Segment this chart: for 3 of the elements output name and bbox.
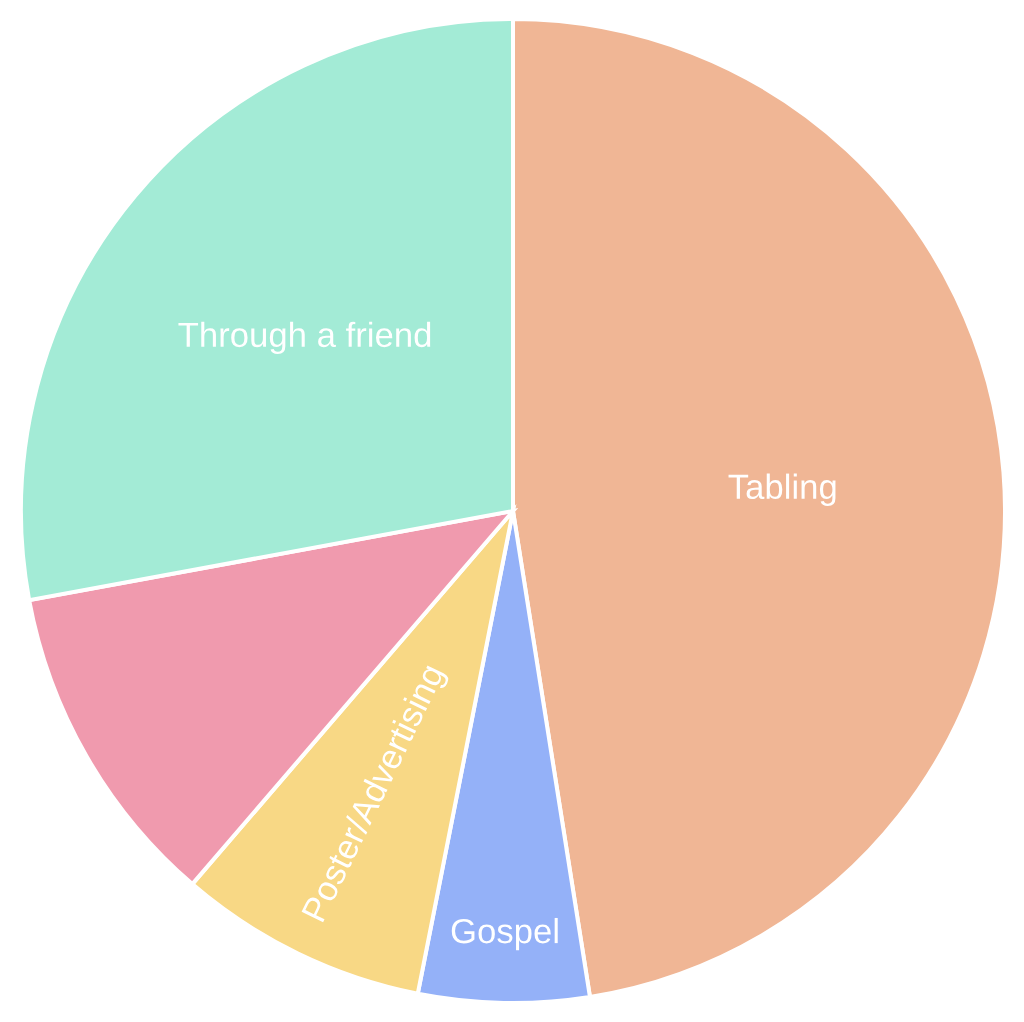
slice-label: Gospel <box>451 917 558 951</box>
slice-label: Through a friend <box>178 321 431 355</box>
slice-label: Tabling <box>728 473 836 506</box>
